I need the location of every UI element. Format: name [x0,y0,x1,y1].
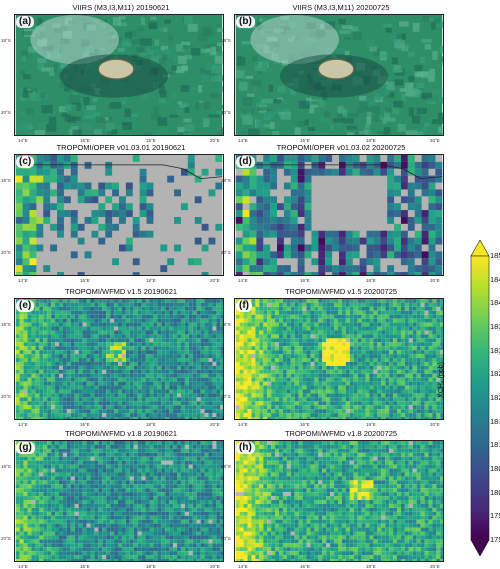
panel-title: VIIRS (M3,I3,M11) 20190621 [14,3,228,12]
longitude-label: 16°E [80,278,90,283]
colorbar-min-arrow [471,540,489,556]
map-image [14,154,224,276]
longitude-label: 18°E [366,278,376,283]
longitude-label: 14°E [238,564,248,569]
longitude-label: 20°E [210,422,220,427]
panel-title: TROPOMI/WFMD v1.5 20200725 [234,287,448,296]
map-image [234,154,444,276]
colorbar-tick: 1835 [490,322,500,331]
colorbar-tick: 1830 [490,346,500,355]
colorbar-tick: 1800 [490,488,500,497]
longitude-label: 18°E [146,278,156,283]
longitude-label: 14°E [238,422,248,427]
latitude-label: 20°S [221,394,231,399]
panel-title: TROPOMI/OPER v01.03.02 20200725 [234,143,448,152]
panel-letter: (d) [236,156,255,168]
panel-letter: (b) [236,16,255,28]
map-image [234,298,444,420]
longitude-label: 14°E [238,278,248,283]
panel-title: TROPOMI/WFMD v1.5 20190621 [14,287,228,296]
panel-letter: (c) [16,156,34,168]
longitude-label: 14°E [18,278,28,283]
latitude-label: 18°S [221,464,231,469]
longitude-label: 20°E [430,422,440,427]
longitude-label: 18°E [366,422,376,427]
longitude-label: 14°E [18,422,28,427]
latitude-label: 20°S [221,250,231,255]
panel-letter: (a) [16,16,34,28]
longitude-label: 16°E [300,422,310,427]
latitude-label: 18°S [221,38,231,43]
map-image [14,14,224,136]
colorbar-tick: 1840 [490,298,500,307]
panel-letter: (e) [16,300,34,312]
latitude-label: 18°S [1,38,11,43]
latitude-label: 20°S [1,250,11,255]
latitude-label: 18°S [1,322,11,327]
latitude-label: 20°S [1,394,11,399]
latitude-label: 18°S [221,322,231,327]
longitude-label: 16°E [80,564,90,569]
panel-letter: (h) [236,442,255,454]
latitude-label: 18°S [1,464,11,469]
longitude-label: 20°E [430,278,440,283]
colorbar [470,240,490,556]
map-image [14,440,224,562]
map-image [234,440,444,562]
panel-title: VIIRS (M3,I3,M11) 20200725 [234,3,448,12]
latitude-label: 20°S [221,110,231,115]
panel-letter: (g) [16,442,35,454]
longitude-label: 18°E [146,422,156,427]
colorbar-tick: 1825 [490,369,500,378]
colorbar-tick: 1790 [490,535,500,544]
colorbar-tick: 1850 [490,251,500,260]
longitude-label: 16°E [300,278,310,283]
colorbar-gradient [471,256,489,540]
longitude-label: 20°E [430,564,440,569]
longitude-label: 18°E [366,564,376,569]
panel-title: TROPOMI/WFMD v1.8 20200725 [234,429,448,438]
longitude-label: 20°E [210,278,220,283]
colorbar-label: XCH₄ (ppb) [438,362,445,398]
longitude-label: 16°E [80,422,90,427]
latitude-label: 18°S [1,178,11,183]
latitude-label: 18°S [221,178,231,183]
colorbar-tick: 1815 [490,417,500,426]
colorbar-tick: 1820 [490,393,500,402]
colorbar-tick: 1805 [490,464,500,473]
latitude-label: 20°S [1,110,11,115]
map-image [14,298,224,420]
panel-title: TROPOMI/OPER v01.03.01 20190621 [14,143,228,152]
colorbar-max-arrow [471,240,489,256]
longitude-label: 20°E [210,564,220,569]
latitude-label: 20°S [221,536,231,541]
longitude-label: 14°E [18,564,28,569]
latitude-label: 20°S [1,536,11,541]
panel-letter: (f) [236,300,252,312]
longitude-label: 18°E [146,564,156,569]
colorbar-tick: 1810 [490,440,500,449]
panel-title: TROPOMI/WFMD v1.8 20190621 [14,429,228,438]
longitude-label: 16°E [300,564,310,569]
map-image [234,14,444,136]
colorbar-tick: 1795 [490,511,500,520]
colorbar-tick: 1845 [490,275,500,284]
